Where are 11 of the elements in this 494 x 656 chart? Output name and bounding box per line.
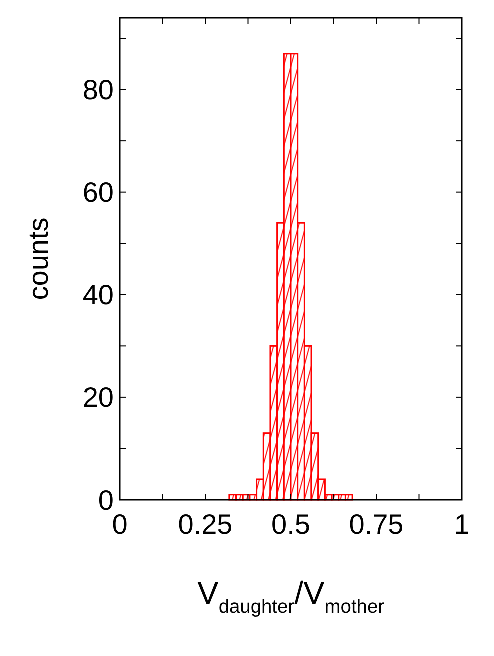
x-tick-label: 0.5 [272,509,310,540]
y-axis-title: counts [23,218,54,300]
x-axis-title: V$_{daughter}$/V$_{mother}$ [197,575,386,618]
y-tick-label: 0 [98,484,114,516]
y-tick-label: 60 [82,177,114,208]
x-tick-label: 0.75 [349,509,404,540]
x-tick-label: 0.25 [178,509,233,540]
y-tick-label: 20 [82,382,114,414]
y-tick-label: 80 [82,74,114,106]
x-tick-label: 1 [454,509,470,540]
y-tick-label: 40 [82,280,114,311]
